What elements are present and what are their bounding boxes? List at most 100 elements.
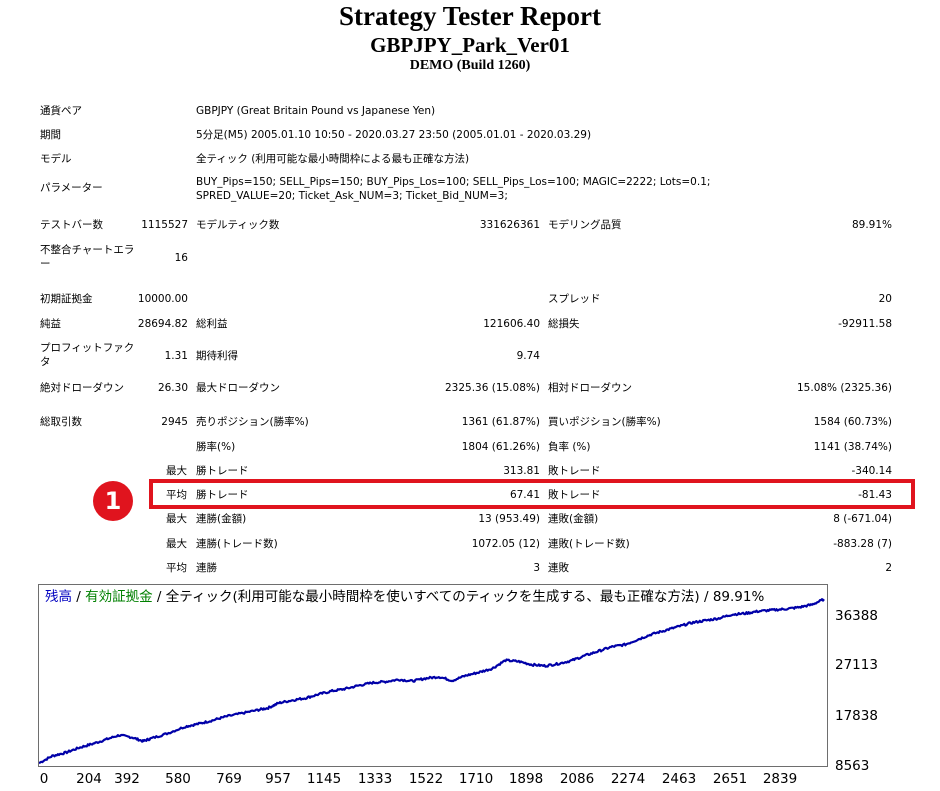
y-tick-label: 36388 <box>835 608 878 624</box>
gross-profit-label: 総利益 <box>196 318 228 330</box>
max-cons-win-cnt-label: 連勝(トレード数) <box>196 538 278 550</box>
x-tick-label: 957 <box>265 771 291 787</box>
expected-label: 期待利得 <box>196 350 238 362</box>
long-value: 1584 (60.73%) <box>813 416 892 428</box>
x-tick-label: 769 <box>216 771 242 787</box>
x-tick-label: 204 <box>76 771 102 787</box>
y-tick-label: 27113 <box>835 657 878 673</box>
quality-value: 89.91% <box>851 219 892 231</box>
x-tick-label: 392 <box>114 771 140 787</box>
net-value: 28694.82 <box>137 318 188 330</box>
model-label: モデル <box>40 153 72 165</box>
spread-label: スプレッド <box>548 293 601 305</box>
x-tick-label: 2086 <box>559 771 595 787</box>
avg-win-value: 67.41 <box>509 489 540 501</box>
x-tick-label: 2274 <box>610 771 646 787</box>
x-tick-label: 2463 <box>661 771 697 787</box>
max-cons-win-cnt-value: 1072.05 (12) <box>471 538 540 550</box>
avg-cons-win-label: 連勝 <box>196 562 217 574</box>
avg-prefix: 平均 <box>166 489 187 501</box>
max-cons-win-amt-value: 13 (953.49) <box>478 513 540 525</box>
max-cons-loss-cnt-label: 連敗(トレード数) <box>548 538 630 550</box>
report-title: Strategy Tester Report <box>339 1 601 31</box>
max-win-value: 313.81 <box>503 465 540 477</box>
max-loss-value: -340.14 <box>851 465 892 477</box>
ticks-label: モデルティック数 <box>196 219 280 231</box>
max-cons-win-amt-label: 連勝(金額) <box>196 513 247 525</box>
balance-chart <box>38 584 828 767</box>
gross-profit-value: 121606.40 <box>483 318 540 330</box>
avg-loss-value: -81.43 <box>858 489 892 501</box>
loss-rate-value: 1141 (38.74%) <box>813 441 892 453</box>
period-label: 期間 <box>40 129 61 141</box>
x-tick-label: 2651 <box>712 771 748 787</box>
total-label: 総取引数 <box>40 416 82 428</box>
win-rate-label: 勝率(%) <box>196 441 236 453</box>
x-tick-label: 1333 <box>357 771 393 787</box>
expected-value: 9.74 <box>516 350 540 362</box>
long-label: 買いポジション(勝率%) <box>548 416 661 428</box>
params-value: BUY_Pips=150; SELL_Pips=150; BUY_Pips_Lo… <box>196 176 711 202</box>
max-dd-label: 最大ドローダウン <box>196 382 280 394</box>
gross-loss-label: 総損失 <box>548 318 580 330</box>
spread-value: 20 <box>878 293 892 305</box>
ticks-value: 331626361 <box>479 219 540 231</box>
avg-cons-win-value: 3 <box>533 562 540 574</box>
chart-legend: 残高 / 有効証拠金 / 全ティック(利用可能な最小時間枠を使いすべてのティック… <box>45 588 764 606</box>
mismatch-value: 16 <box>174 252 188 264</box>
max-cons-loss-cnt-value: -883.28 (7) <box>833 538 892 550</box>
legend-rest: / 全ティック(利用可能な最小時間枠を使いすべてのティックを生成する、最も正確な… <box>152 589 765 605</box>
abs-dd-label: 絶対ドローダウン <box>40 382 124 394</box>
avg-prefix-2: 平均 <box>166 562 187 574</box>
pf-value: 1.31 <box>164 350 188 362</box>
avg-cons-loss-value: 2 <box>885 562 892 574</box>
pair-label: 通貨ペア <box>40 105 82 117</box>
short-value: 1361 (61.87%) <box>461 416 540 428</box>
avg-cons-loss-label: 連敗 <box>548 562 569 574</box>
highlight-box <box>149 479 915 509</box>
net-label: 純益 <box>40 318 61 330</box>
model-value: 全ティック (利用可能な最小時間枠による最も正確な方法) <box>196 153 470 165</box>
x-tick-label: 1145 <box>306 771 342 787</box>
loss-rate-label: 負率 (%) <box>548 441 591 453</box>
y-tick-label: 8563 <box>835 758 870 774</box>
gross-loss-value: -92911.58 <box>838 318 892 330</box>
deposit-value: 10000.00 <box>137 293 188 305</box>
period-value: 5分足(M5) 2005.01.10 10:50 - 2020.03.27 23… <box>196 129 592 141</box>
annotation-badge: 1 <box>93 481 133 521</box>
abs-dd-value: 26.30 <box>157 382 188 394</box>
x-tick-label: 2839 <box>762 771 798 787</box>
bars-label: テストバー数 <box>40 219 103 231</box>
deposit-label: 初期証拠金 <box>40 293 93 305</box>
x-tick-label: 1522 <box>408 771 444 787</box>
win-rate-value: 1804 (61.26%) <box>461 441 540 453</box>
max-dd-value: 2325.36 (15.08%) <box>445 382 540 394</box>
short-label: 売りポジション(勝率%) <box>196 416 309 428</box>
x-tick-label: 580 <box>165 771 191 787</box>
rel-dd-label: 相対ドローダウン <box>548 382 632 394</box>
bars-value: 1115527 <box>141 219 188 231</box>
total-value: 2945 <box>161 416 188 428</box>
x-tick-label: 0 <box>39 771 49 787</box>
legend-sep: / <box>72 589 86 605</box>
y-tick-label: 17838 <box>835 708 878 724</box>
quality-label: モデリング品質 <box>548 219 622 231</box>
mismatch-label: 不整合チャートエラー <box>40 244 135 270</box>
rel-dd-value: 15.08% (2325.36) <box>797 382 892 394</box>
params-label: パラメーター <box>40 182 103 194</box>
x-tick-label: 1710 <box>458 771 494 787</box>
x-tick-label: 1898 <box>508 771 544 787</box>
pf-label: プロフィットファクタ <box>40 342 135 368</box>
report-build: DEMO (Build 1260) <box>409 58 531 73</box>
pair-value: GBPJPY (Great Britain Pound vs Japanese … <box>196 105 436 117</box>
avg-win-label: 勝トレード <box>196 489 249 501</box>
max-cons-loss-amt-label: 連敗(金額) <box>548 513 599 525</box>
legend-balance: 残高 <box>45 589 72 605</box>
max-win-label: 勝トレード <box>196 465 249 477</box>
max-prefix-3: 最大 <box>166 538 187 550</box>
max-cons-loss-amt-value: 8 (-671.04) <box>833 513 892 525</box>
max-loss-label: 敗トレード <box>548 465 601 477</box>
max-prefix: 最大 <box>166 465 187 477</box>
max-prefix-2: 最大 <box>166 513 187 525</box>
report-subtitle: GBPJPY_Park_Ver01 <box>370 33 570 57</box>
